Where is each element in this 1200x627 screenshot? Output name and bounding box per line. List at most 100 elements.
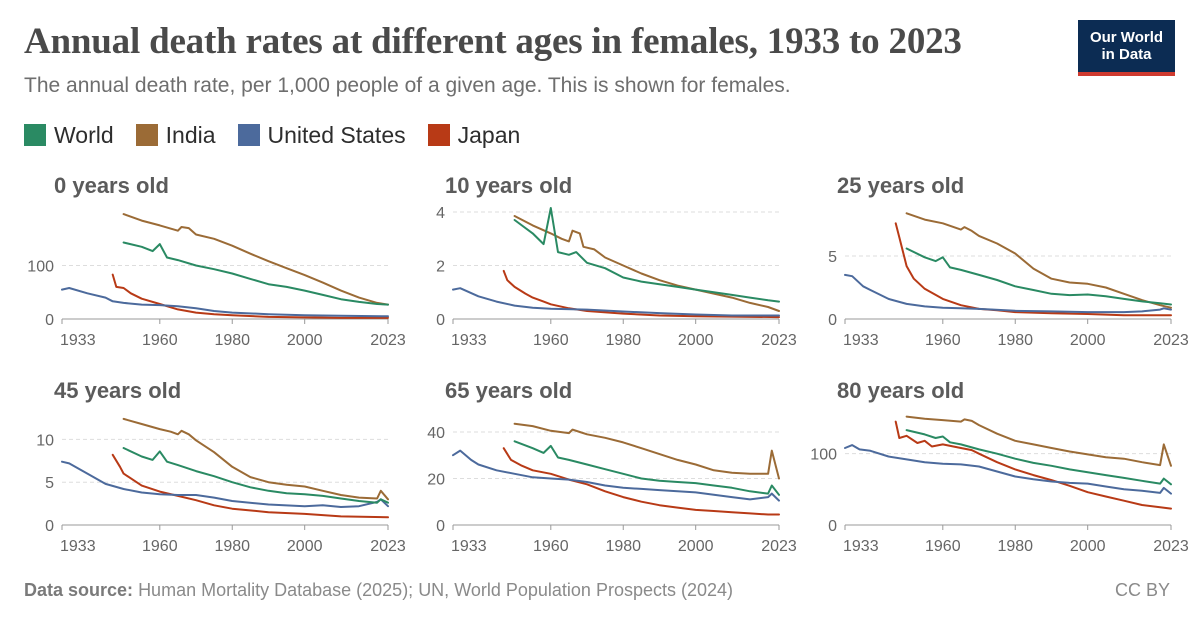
y-tick-label: 100 — [27, 259, 54, 276]
y-tick-label: 100 — [810, 447, 837, 464]
x-tick-label: 1980 — [605, 332, 641, 349]
chart-subtitle: The annual death rate, per 1,000 people … — [24, 74, 791, 97]
x-tick-label: 2023 — [1153, 332, 1189, 349]
panel-0-years-old: 0 years old 0 100 1933 1960 1980 2000 2023 — [27, 173, 406, 349]
x-tick-label: 1933 — [60, 332, 96, 349]
series-line-world[interactable] — [905, 429, 1172, 486]
x-tick-label: 2000 — [287, 538, 323, 555]
y-tick-label: 20 — [427, 471, 445, 488]
series-line-world[interactable] — [513, 440, 780, 496]
x-tick-label: 2000 — [678, 332, 714, 349]
y-tick-label: 0 — [436, 312, 445, 329]
x-tick-label: 2023 — [1153, 538, 1189, 555]
x-tick-label: 2000 — [1070, 538, 1106, 555]
series-line-india[interactable] — [122, 213, 389, 306]
series-line-world[interactable] — [905, 247, 1172, 306]
series-line-world[interactable] — [122, 447, 389, 504]
x-tick-label: 2023 — [370, 332, 406, 349]
logo-line-1: Our World — [1089, 29, 1164, 46]
x-tick-label: 1933 — [843, 332, 879, 349]
x-tick-label: 2023 — [370, 538, 406, 555]
legend-item-united-states[interactable]: United States — [237, 121, 406, 149]
series-line-japan[interactable] — [502, 447, 780, 516]
series-line-united-states[interactable] — [844, 444, 1172, 495]
series-line-united-states[interactable] — [61, 460, 389, 508]
legend-label-united-states: United States — [267, 121, 406, 148]
legend: World India United States Japan — [24, 120, 542, 150]
license-link[interactable]: CC BY — [1114, 580, 1170, 600]
panel-45-years-old: 45 years old 0 5 10 1933 1960 1980 2000 2023 — [36, 378, 406, 555]
series-line-india[interactable] — [513, 422, 780, 480]
series-line-japan[interactable] — [502, 269, 780, 319]
x-tick-label: 1933 — [451, 332, 487, 349]
y-tick-label: 5 — [828, 249, 837, 266]
series-line-world[interactable] — [513, 207, 780, 303]
panel-10-years-old: 10 years old 0 2 4 1933 1960 1980 2000 2023 — [436, 173, 797, 349]
x-tick-label: 2023 — [761, 538, 797, 555]
x-tick-label: 1980 — [997, 538, 1033, 555]
x-tick-label: 2023 — [761, 332, 797, 349]
y-tick-label: 0 — [45, 312, 54, 329]
legend-swatch-japan — [427, 124, 450, 146]
panel-title: 65 years old — [445, 378, 572, 403]
y-tick-label: 40 — [427, 425, 445, 442]
legend-item-world[interactable]: World — [24, 122, 114, 149]
series-line-india[interactable] — [905, 415, 1172, 467]
panel-title: 25 years old — [837, 173, 964, 198]
x-tick-label: 2000 — [678, 538, 714, 555]
y-tick-label: 2 — [436, 259, 445, 276]
x-tick-label: 1980 — [214, 538, 250, 555]
data-source-text: Human Mortality Database (2025); UN, Wor… — [138, 580, 734, 600]
legend-item-japan[interactable]: Japan — [427, 121, 521, 149]
data-source: Data source: Human Mortality Database (2… — [24, 580, 733, 601]
x-tick-label: 2000 — [287, 332, 323, 349]
panel-25-years-old: 25 years old 0 5 1933 1960 1980 2000 2023 — [828, 173, 1189, 349]
legend-swatch-india — [135, 124, 158, 146]
logo-line-2: in Data — [1101, 46, 1152, 63]
chart-title: Annual death rates at different ages in … — [24, 21, 962, 62]
series-line-world[interactable] — [122, 241, 389, 306]
x-tick-label: 2000 — [1070, 332, 1106, 349]
panel-title: 0 years old — [54, 173, 169, 198]
series-line-india[interactable] — [905, 212, 1172, 309]
x-tick-label: 1980 — [997, 332, 1033, 349]
x-tick-label: 1933 — [843, 538, 879, 555]
legend-label-japan: Japan — [457, 121, 521, 148]
y-tick-label: 0 — [828, 518, 837, 535]
series-line-japan[interactable] — [111, 453, 389, 519]
series-line-united-states[interactable] — [452, 287, 780, 317]
legend-label-world: World — [54, 121, 114, 148]
x-tick-label: 1960 — [925, 332, 961, 349]
y-tick-label: 0 — [436, 518, 445, 535]
y-tick-label: 0 — [45, 518, 54, 535]
panel-80-years-old: 80 years old 0 100 1933 1960 1980 2000 2023 — [810, 378, 1189, 555]
series-line-united-states[interactable] — [61, 287, 389, 318]
y-tick-label: 4 — [436, 205, 445, 222]
series-line-united-states[interactable] — [452, 449, 780, 502]
x-tick-label: 1980 — [214, 332, 250, 349]
x-tick-label: 1960 — [142, 332, 178, 349]
data-source-label: Data source: — [24, 580, 134, 600]
series-line-united-states[interactable] — [844, 273, 1172, 314]
y-tick-label: 5 — [45, 475, 54, 492]
x-tick-label: 1980 — [605, 538, 641, 555]
y-tick-label: 0 — [828, 312, 837, 329]
panel-title: 80 years old — [837, 378, 964, 403]
legend-swatch-world — [24, 124, 46, 146]
series-line-japan[interactable] — [894, 420, 1172, 510]
series-line-india[interactable] — [122, 417, 389, 501]
series-line-india[interactable] — [513, 215, 780, 312]
legend-swatch-united-states — [237, 124, 260, 146]
x-tick-label: 1960 — [142, 538, 178, 555]
x-tick-label: 1933 — [60, 538, 96, 555]
legend-label-india: India — [165, 121, 216, 148]
y-tick-label: 10 — [36, 432, 54, 449]
owid-logo[interactable]: Our World in Data — [1078, 20, 1175, 76]
x-tick-label: 1960 — [533, 332, 569, 349]
legend-item-india[interactable]: India — [135, 121, 216, 149]
x-tick-label: 1960 — [533, 538, 569, 555]
series-line-japan[interactable] — [894, 222, 1172, 317]
series-line-japan[interactable] — [111, 273, 389, 319]
panel-title: 45 years old — [54, 378, 181, 403]
